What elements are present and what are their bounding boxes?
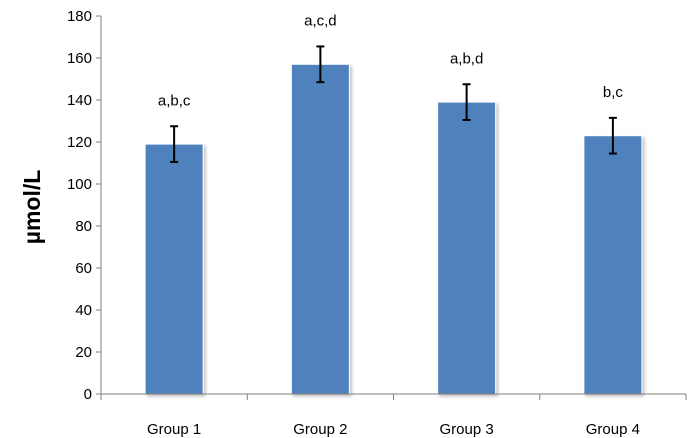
significance-label: a,b,d xyxy=(450,50,483,67)
y-tick-label: 20 xyxy=(75,344,92,361)
bar xyxy=(290,63,350,395)
x-tick-label: Group 1 xyxy=(147,421,201,438)
y-tick-label: 60 xyxy=(75,260,92,277)
bar xyxy=(437,101,497,395)
y-axis-ticks: 0 20 40 60 80 100 120 140 160 180 xyxy=(67,8,101,403)
x-tick-label: Group 2 xyxy=(293,421,347,438)
significance-label: b,c xyxy=(603,84,624,101)
y-tick-label: 80 xyxy=(75,218,92,235)
bar xyxy=(144,143,204,395)
significance-label: a,c,d xyxy=(304,12,337,29)
y-tick-label: 0 xyxy=(84,386,92,403)
y-axis-label: µmol/L xyxy=(19,170,45,245)
y-tick-label: 180 xyxy=(67,8,92,25)
significance-label: a,b,c xyxy=(158,92,191,109)
y-tick-label: 120 xyxy=(67,134,92,151)
bars: a,b,c a,c,d a,b,d b,c xyxy=(144,12,643,395)
y-tick-label: 140 xyxy=(67,92,92,109)
bar xyxy=(583,135,643,395)
y-tick-label: 160 xyxy=(67,50,92,67)
x-tick-label: Group 4 xyxy=(586,421,640,438)
x-axis-ticks: Group 1 Group 2 Group 3 Group 4 xyxy=(100,394,687,438)
x-tick-label: Group 3 xyxy=(440,421,494,438)
y-tick-label: 40 xyxy=(75,302,92,319)
y-tick-label: 100 xyxy=(67,176,92,193)
